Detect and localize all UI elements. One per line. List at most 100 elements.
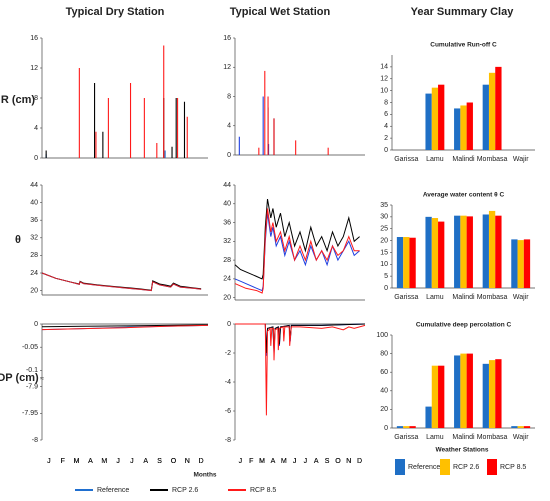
x-tick-label: D [199,458,204,465]
y-tick-label: -8 [225,437,231,444]
x-tick-label: D [357,458,362,465]
y-tick-label: -0.1 [26,367,38,374]
x-tick-label: F [61,458,65,465]
column-title: Typical Wet Station [230,6,331,18]
bar [495,215,502,288]
bar [523,239,531,288]
line [234,199,360,280]
bar [396,426,404,428]
x-tick-label: A [88,458,93,465]
bar [466,353,473,428]
legend-label: Reference [408,464,440,471]
y-tick-label: 0 [384,425,388,432]
x-tick-label: Malindi [452,434,475,441]
x-tick-label: A [143,458,148,465]
bar [425,93,432,150]
y-tick-label: -7.95 [22,410,38,417]
x-tick-label: M [259,458,265,465]
x-tick-label: Mombasa [477,156,508,163]
y-tick-label: 0 [34,321,38,328]
x-tick-label: Wajir [513,294,529,301]
legend-swatch [395,459,405,475]
y-tick-label: 16 [30,35,38,42]
bar [431,87,439,150]
bar [454,108,461,150]
x-tick-label: M [281,458,287,465]
x-tick-label: J [239,458,243,465]
y-tick-label: 5 [384,273,388,280]
y-tick-label: 2 [384,135,388,142]
x-tick-label: F [61,458,65,465]
bar [517,240,524,288]
x-tick-label: D [199,458,204,465]
y-tick-label: -8 [32,437,38,444]
bar [409,426,416,428]
bar [403,237,410,288]
x-tick-label: S [157,458,162,465]
y-tick-label: 44 [223,182,231,189]
x-tick-label: N [185,458,190,465]
x-tick-label: M [101,458,107,465]
y-tick-label: 12 [30,65,38,72]
x-tick-label: D [357,458,362,465]
line [234,208,360,294]
bar [409,237,416,288]
y-tick-label: -7.9 [26,383,38,390]
y-tick-label: 80 [380,350,388,357]
bar [517,426,524,428]
column-title: Year Summary Clay [411,6,515,18]
x-tick-label: M [74,458,80,465]
y-tick-label: 10 [380,261,388,268]
x-tick-label: M [259,458,265,465]
x-tick-label: Garissa [394,156,418,163]
y-tick-label: 0 [384,147,388,154]
x-tick-label: A [271,458,276,465]
bar [403,426,410,428]
bar [431,365,439,428]
bar [438,84,445,150]
x-tick-label: Garissa [394,434,418,441]
x-tick-label: Mombasa [477,434,508,441]
x-tick-label: J [293,458,297,465]
x-tick-label: Wajir [513,434,529,441]
bar [488,360,496,428]
y-tick-label: 0 [227,152,231,159]
y-tick-label: 20 [30,287,38,294]
bar [482,363,489,428]
x-tick-label: Malindi [452,294,475,301]
x-tick-label: O [171,458,177,465]
x-tick-label: O [171,458,177,465]
bar [454,215,461,288]
bar [438,221,445,288]
y-tick-label: 12 [223,64,231,71]
chart-title: Cumulative Run-off C [430,42,497,49]
y-tick-label: 15 [380,249,388,256]
y-tick-label: 20 [380,237,388,244]
y-tick-label: 36 [223,219,231,226]
row-label: R (cm) [1,94,36,106]
y-tick-label: 8 [227,93,231,100]
bar [460,215,467,288]
x-tick-label: F [249,458,253,465]
x-tick-label: S [325,458,330,465]
x-tick-label: Lamu [426,156,444,163]
x-tick-label: A [143,458,148,465]
bar [482,214,489,288]
legend-label: RCP 8.5 [500,464,526,471]
bar [488,72,496,150]
y-tick-label: 0 [34,155,38,162]
bar [511,239,518,288]
y-tick-label: 4 [384,123,388,130]
x-tick-label: O [335,458,341,465]
bar [511,426,518,428]
x-tick-label: N [346,458,351,465]
y-tick-label: 16 [223,35,231,42]
x-tick-label: S [325,458,330,465]
x-axis-title: Months [193,472,216,479]
x-tick-label: A [314,458,319,465]
x-tick-label: S [157,458,162,465]
y-tick-label: 40 [223,201,231,208]
y-tick-label: 4 [34,125,38,132]
chart-title: Cumulative deep percolation C [416,322,512,329]
column-title: Typical Dry Station [66,6,165,18]
